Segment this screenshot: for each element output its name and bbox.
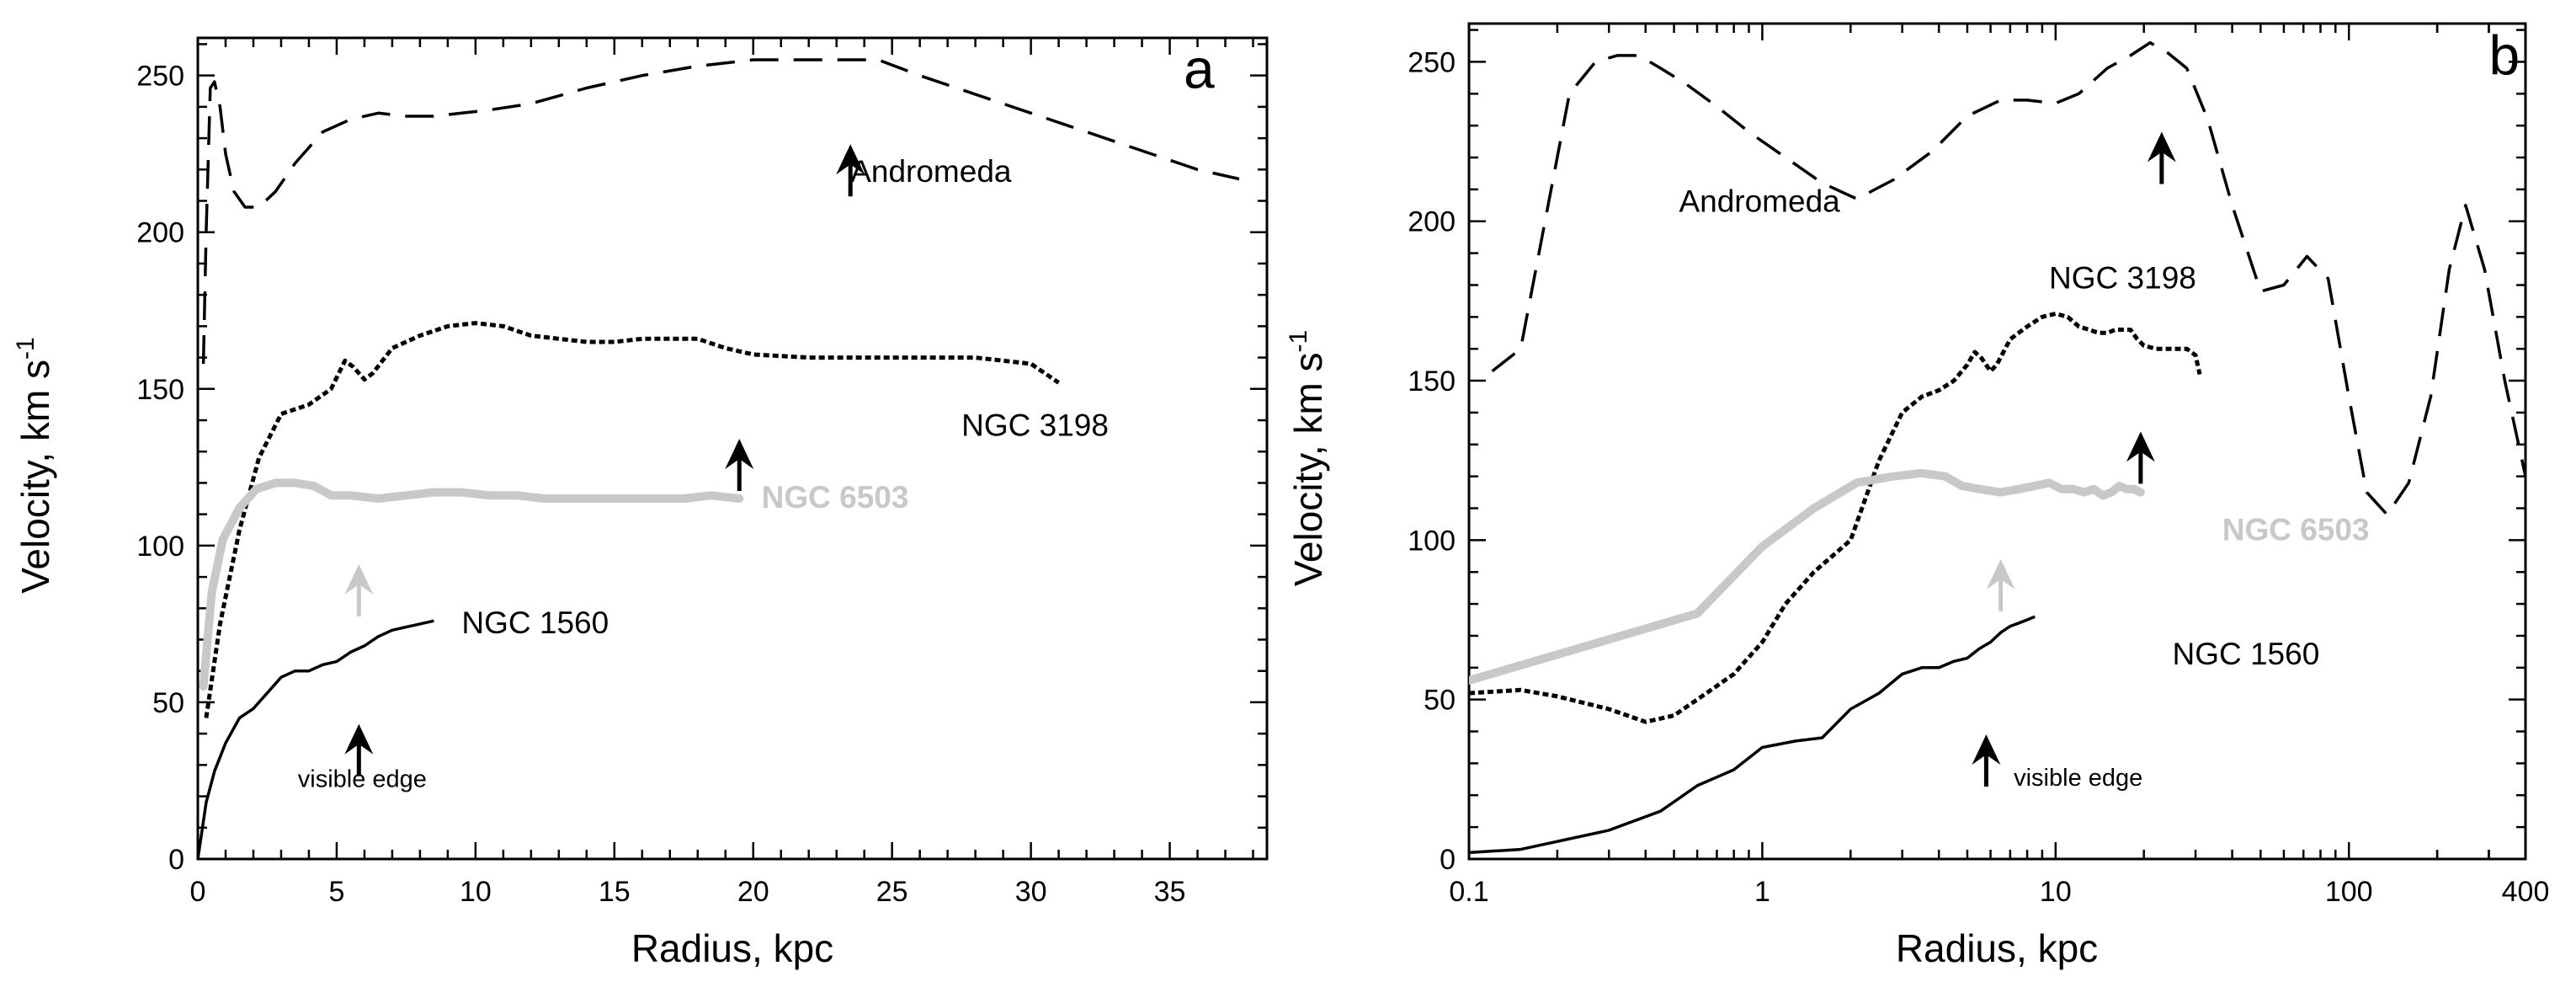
arrow-marker xyxy=(2126,431,2155,484)
series-group xyxy=(1469,40,2525,855)
arrow-marker xyxy=(2147,131,2176,184)
y-tick-label: 0 xyxy=(1440,844,1456,876)
y-tick-label: 50 xyxy=(152,687,184,719)
y-tick-label: 200 xyxy=(136,217,184,249)
y-tick-label: 150 xyxy=(1408,365,1456,397)
arrow-head xyxy=(725,439,754,470)
x-tick-label: 35 xyxy=(1154,876,1186,908)
arrow-head xyxy=(2126,431,2155,462)
visible-edge-label: visible edge xyxy=(2014,765,2142,792)
y-axis-title: Velocity, km s-1 xyxy=(12,337,57,593)
y-tick-label: 250 xyxy=(136,61,184,93)
curve-label: NGC 3198 xyxy=(2049,260,2196,295)
x-axis-title: Radius, kpc xyxy=(1896,926,2098,970)
curve-label: Andromeda xyxy=(1679,184,1840,218)
x-tick-label: 0 xyxy=(190,876,206,908)
x-tick-label: 100 xyxy=(2325,876,2373,908)
series-line-ngc-3198 xyxy=(1469,312,2202,724)
curve-label: Andromeda xyxy=(850,154,1012,189)
y-axis-title-superscript: -1 xyxy=(1285,330,1312,353)
y-tick-label: 100 xyxy=(1408,525,1456,557)
y-axis-title-text: Velocity, km s xyxy=(1286,352,1330,586)
curve-label: NGC 6503 xyxy=(762,480,909,515)
curve-label: NGC 1560 xyxy=(461,606,609,640)
axis-ticks xyxy=(196,38,1267,861)
series-line-andromeda xyxy=(1491,40,2525,516)
panel-letter: a xyxy=(1184,38,1215,100)
arrow-head xyxy=(344,563,374,595)
arrow-head xyxy=(836,144,865,175)
series-line-ngc-6503 xyxy=(1469,468,2145,685)
series-group xyxy=(198,58,1240,859)
arrow-marker xyxy=(344,563,374,616)
x-tick-label: 0.1 xyxy=(1449,876,1488,908)
panel-letter: b xyxy=(2488,24,2520,87)
y-tick-label: 200 xyxy=(1408,206,1456,238)
panel-b: 0 50 100 150 200 250 0.1 1 10 100 400 Radius, kpc Ve… xyxy=(1285,22,2550,970)
y-axis-title-superscript: -1 xyxy=(12,337,40,360)
y-tick-label: 100 xyxy=(136,531,184,563)
x-tick-label: 1 xyxy=(1754,876,1770,908)
arrow-marker xyxy=(1986,558,2015,611)
curve-label: NGC 3198 xyxy=(961,408,1109,443)
y-tick-label: 50 xyxy=(1424,685,1456,717)
series-line-ngc-6503 xyxy=(199,478,744,691)
x-tick-label: 10 xyxy=(460,876,492,908)
x-tick-label: 5 xyxy=(328,876,344,908)
curve-label: NGC 6503 xyxy=(2222,512,2370,547)
arrow-head xyxy=(1986,558,2015,590)
plot-frame xyxy=(1467,22,2527,861)
axis-ticks xyxy=(1467,24,2527,861)
arrow-marker xyxy=(836,144,865,197)
x-tick-label: 15 xyxy=(599,876,631,908)
x-tick-label: 400 xyxy=(2502,876,2550,908)
plot-frame xyxy=(196,36,1269,861)
y-tick-label: 0 xyxy=(168,844,184,876)
y-axis-title: Velocity, km s-1 xyxy=(1285,330,1330,586)
y-tick-label: 250 xyxy=(1408,46,1456,78)
series-line-andromeda xyxy=(201,58,1240,365)
arrow-head xyxy=(2147,131,2176,163)
x-tick-label: 20 xyxy=(737,876,769,908)
series-line-ngc-1560 xyxy=(198,619,434,859)
x-tick-label: 30 xyxy=(1015,876,1047,908)
arrow-marker xyxy=(1972,734,2001,787)
arrow-head xyxy=(1972,734,2001,766)
series-line-ngc-3198 xyxy=(204,321,1061,718)
x-axis-title: Radius, kpc xyxy=(631,926,833,970)
x-tick-label: 25 xyxy=(876,876,908,908)
visible-edge-label: visible edge xyxy=(298,766,427,792)
series-line-ngc-1560 xyxy=(1469,615,2036,855)
arrow-marker xyxy=(725,439,754,492)
y-tick-label: 150 xyxy=(136,374,184,406)
arrow-marker xyxy=(344,723,374,776)
x-tick-label: 10 xyxy=(2040,876,2072,908)
panel-a: 0 50 100 150 200 250 0 5 10 15 20 25 30 35 Radius, kpc… xyxy=(12,36,1269,970)
arrow-head xyxy=(344,723,374,755)
curve-label: NGC 1560 xyxy=(2172,637,2319,671)
y-axis-title-text: Velocity, km s xyxy=(13,360,57,594)
